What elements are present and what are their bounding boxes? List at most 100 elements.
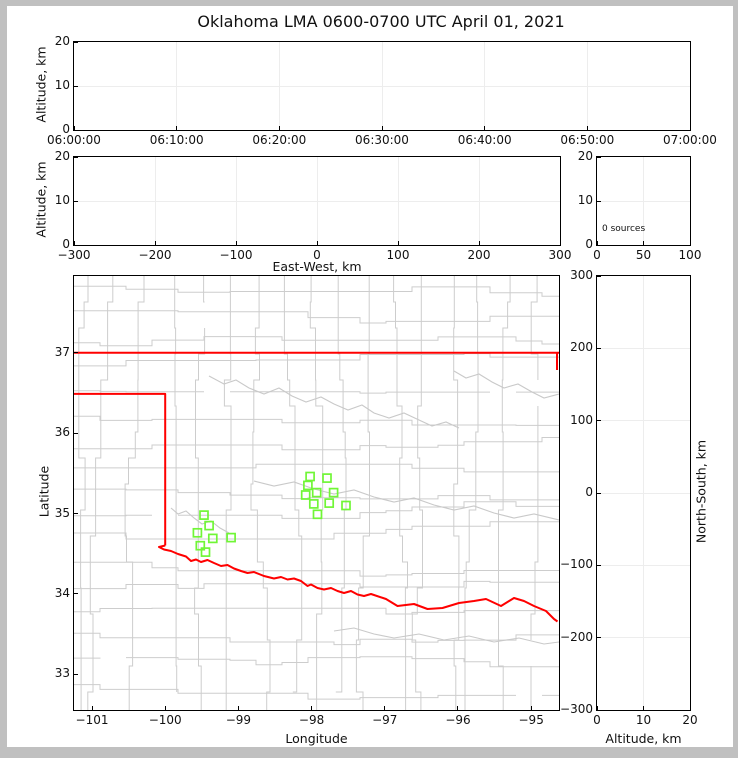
east-west-height-panel: −300 −200 −100 0 100 200 300 0 10 20 East-West, km… — [34, 149, 572, 274]
tick-mark — [384, 706, 386, 710]
tick-mark — [311, 706, 313, 710]
grid-line — [597, 347, 690, 349]
tick-label: 300 — [548, 248, 572, 262]
lma-station-marker — [322, 473, 332, 483]
tick-label: 35 — [54, 505, 70, 520]
tick-label: 300 — [570, 268, 593, 282]
lma-station-marker — [204, 520, 214, 531]
tick-label: −100 — [219, 248, 253, 262]
tick-mark — [689, 706, 691, 710]
tick-label: 36 — [54, 425, 70, 440]
tick-label: 100 — [386, 248, 410, 262]
tick-label: −101 — [75, 713, 109, 727]
tick-label: −96 — [445, 713, 471, 727]
tick-label: −200 — [138, 248, 172, 262]
lma-station-marker — [195, 540, 206, 551]
lma-station-marker — [207, 533, 218, 544]
river-line — [253, 480, 559, 521]
tick-mark — [74, 41, 78, 43]
axis-label: Altitude, km — [605, 731, 682, 746]
tick-label: 10 — [577, 193, 593, 207]
tick-mark — [689, 126, 691, 130]
grid-line — [597, 200, 690, 202]
tick-label: −99 — [225, 713, 252, 727]
tick-mark — [74, 673, 78, 675]
tick-label: 50 — [635, 248, 652, 262]
tick-mark — [597, 156, 601, 158]
lma-station-marker — [324, 498, 335, 508]
tick-label: 20 — [577, 149, 593, 163]
tick-mark — [316, 241, 318, 245]
time-height-panel: 06:00:00 06:10:00 06:20:00 06:30:00 06:40:00… — [34, 34, 717, 147]
tick-label: 37 — [54, 344, 70, 359]
tick-label: 0 — [62, 122, 70, 136]
tick-label: 200 — [570, 340, 593, 355]
lma-station-marker — [341, 500, 351, 511]
tick-mark — [91, 706, 93, 710]
tick-label: 06:10:00 — [149, 133, 204, 147]
grid-line — [74, 85, 690, 87]
tick-label: −98 — [298, 713, 325, 727]
tick-mark — [597, 200, 601, 202]
grid-line — [597, 492, 690, 494]
tick-mark — [381, 126, 383, 130]
tick-mark — [278, 126, 280, 130]
tick-label: 0 — [313, 248, 321, 262]
tick-mark — [235, 241, 237, 245]
tick-label: 100 — [570, 412, 593, 427]
tick-label: 34 — [54, 585, 70, 600]
tick-mark — [596, 706, 598, 710]
tick-mark — [74, 156, 78, 158]
tick-label: 0 — [593, 248, 601, 262]
lma-station-marker — [312, 509, 323, 520]
axis-label: North-South, km — [693, 439, 709, 544]
tick-mark — [596, 241, 598, 245]
lma-station-marker — [199, 510, 209, 520]
plot-canvas: Oklahoma LMA 0600-0700 UTC April 01, 202… — [7, 6, 733, 747]
tick-mark — [74, 352, 78, 354]
tick-mark — [478, 241, 480, 245]
tick-mark — [74, 513, 78, 514]
tick-mark — [457, 706, 459, 710]
tick-mark — [597, 637, 601, 639]
tick-mark — [643, 241, 644, 245]
panhandle-border — [74, 392, 167, 546]
tick-mark — [597, 492, 601, 494]
tick-mark — [597, 709, 601, 711]
tick-mark — [484, 126, 486, 130]
tick-label: 06:00:00 — [47, 133, 101, 147]
tick-label: 10 — [54, 78, 70, 92]
tick-label: 20 — [54, 149, 70, 163]
tick-label: 100 — [678, 248, 702, 262]
tick-label: 0 — [585, 485, 593, 499]
tick-mark — [164, 706, 166, 710]
red-river-border — [158, 544, 559, 623]
tick-label: −300 — [560, 702, 593, 716]
tick-label: −97 — [372, 713, 398, 727]
tick-label: 10 — [635, 713, 652, 727]
grid-line — [597, 637, 690, 639]
tick-label: 06:30:00 — [355, 133, 409, 147]
tick-label: 0 — [62, 237, 70, 251]
lma-station-marker — [303, 480, 313, 491]
tick-mark — [597, 347, 601, 349]
lma-station-marker — [305, 471, 315, 482]
tick-label: 33 — [54, 666, 70, 681]
tick-mark — [154, 241, 156, 245]
plot-title: Oklahoma LMA 0600-0700 UTC April 01, 202… — [197, 12, 565, 31]
source-histogram-panel: 0 50 100 0 10 20 0 sources — [578, 149, 702, 262]
axis-label: Longitude — [285, 731, 348, 746]
tick-mark — [597, 420, 601, 422]
tick-mark — [397, 241, 399, 245]
tick-mark — [597, 564, 601, 566]
lma-stations — [192, 471, 351, 557]
oklahoma-map — [74, 276, 559, 710]
plan-view-map-panel: −101 −100 −99 −98 −97 −96 −95 33 34 35 36 37 Longitu… — [37, 275, 560, 746]
state-border-oklahoma — [74, 351, 559, 623]
lma-station-marker — [300, 490, 311, 500]
tick-mark — [689, 241, 691, 245]
grid-line — [597, 420, 690, 422]
tick-label: −300 — [57, 248, 91, 262]
tick-label: 06:50:00 — [560, 133, 615, 147]
